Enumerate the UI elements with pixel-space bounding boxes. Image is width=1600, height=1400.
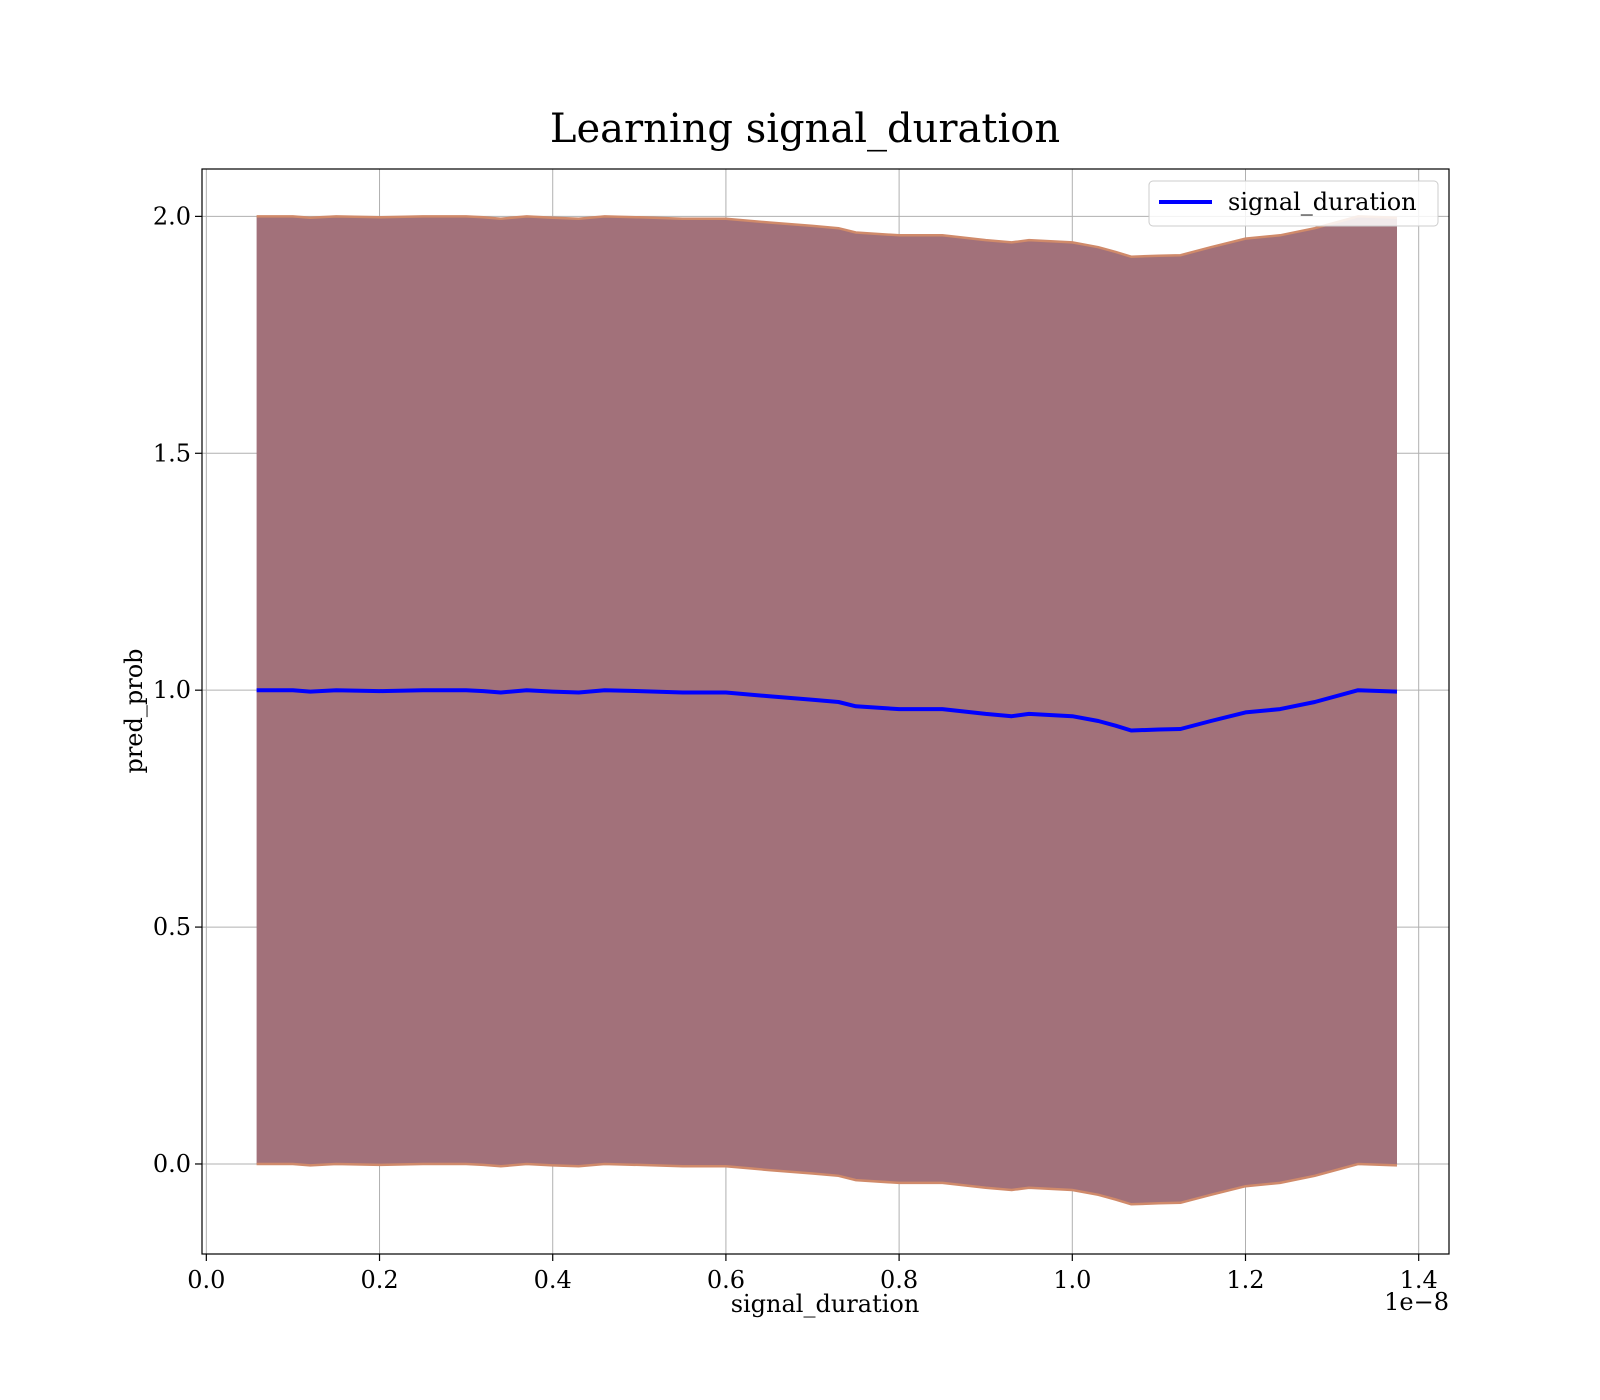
legend: signal_duration [1148, 180, 1439, 227]
y-tick-label: 2.0 [153, 202, 191, 230]
x-tick-label: 0.8 [880, 1266, 918, 1294]
y-tick-label: 1.5 [153, 439, 191, 467]
y-axis-label: pred_prob [120, 648, 148, 773]
band-area [256, 216, 1398, 1205]
legend-box [1148, 180, 1439, 227]
x-tick-label: 0.0 [187, 1266, 225, 1294]
x-axis-label: signal_duration [731, 1290, 920, 1318]
y-tick-label: 0.5 [153, 913, 191, 941]
legend-entry-label: signal_duration [1228, 188, 1417, 216]
x-tick-label: 0.2 [360, 1266, 398, 1294]
x-tick-label: 1.2 [1226, 1266, 1264, 1294]
series-line-signal_duration [256, 688, 1398, 733]
band-upper-edge [256, 215, 1398, 258]
plot-frame [201, 168, 1450, 1255]
y-tick-label: 1.0 [153, 676, 191, 704]
x-tick-label: 0.6 [707, 1266, 745, 1294]
chart-title: Learning signal_duration [550, 106, 1060, 152]
x-tick-label: 1.0 [1053, 1266, 1091, 1294]
y-axis-ticks: 0.0 0.5 1.0 1.5 2.0 [153, 202, 202, 1178]
x-tick-label: 1.4 [1400, 1266, 1438, 1294]
confidence-band [256, 215, 1398, 1206]
x-axis-ticks: 0.0 0.2 0.4 0.6 0.8 1.0 1.2 1.4 [187, 1254, 1438, 1294]
series-lines [256, 688, 1398, 733]
y-tick-label: 0.0 [153, 1150, 191, 1178]
band-lower-edge [256, 1162, 1398, 1206]
x-offset-label: 1e−8 [1384, 1288, 1449, 1316]
x-tick-label: 0.4 [534, 1266, 572, 1294]
